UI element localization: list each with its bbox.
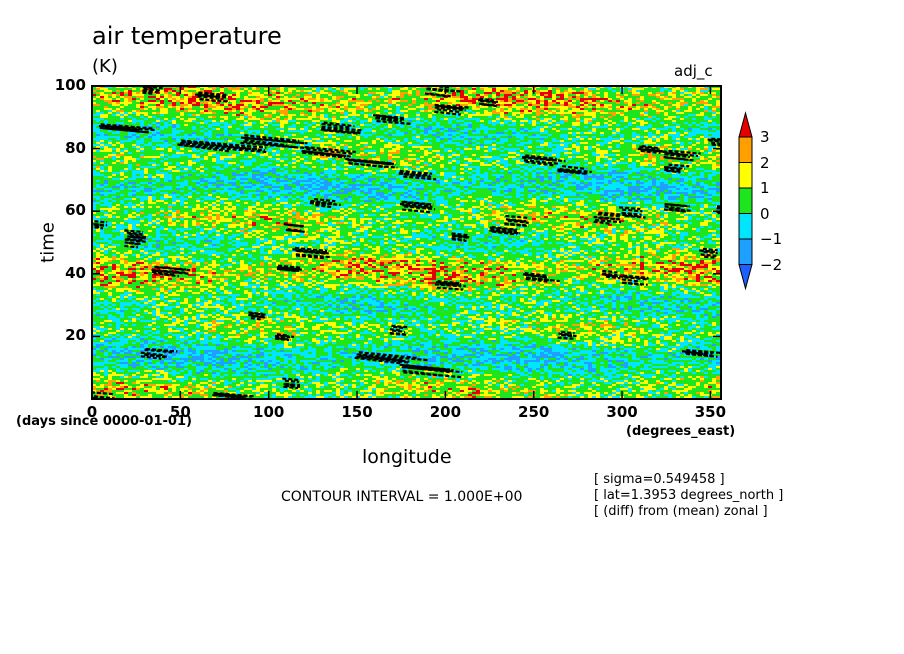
colorbar-segment [739,113,752,137]
cold-feature [195,92,229,101]
colorbar-segment [739,188,752,214]
colorbar-segment [739,239,752,265]
contour-interval: CONTOUR INTERVAL = 1.000E+00 [281,489,522,505]
y-tick-label: 20 [26,326,86,344]
x-tick-label: 150 [327,403,387,421]
y-tick-label: 100 [26,76,86,94]
colorbar-segment [739,163,752,189]
x-axis-label: longitude [362,446,452,468]
colorbar-label: −2 [760,256,782,274]
x-tick-label: 200 [415,403,475,421]
colorbar-label: 0 [760,205,770,223]
colorbar [739,113,752,289]
x-tick-label: 300 [592,403,652,421]
colorbar-label: 1 [760,179,770,197]
y-axis-units: (days since 0000-01-01) [16,414,192,429]
colorbar-label: 3 [760,128,770,146]
meta-diff: [ (diff) from (mean) zonal ] [594,504,768,519]
y-tick-label: 80 [26,139,86,157]
x-tick-label: 250 [504,403,564,421]
colorbar-label: 2 [760,154,770,172]
x-tick-label: 350 [680,403,740,421]
y-axis-label: time [38,213,59,273]
colorbar-segment [739,214,752,240]
x-axis-units: (degrees_east) [626,424,735,439]
colorbar-label: −1 [760,230,782,248]
colorbar-segment [739,137,752,163]
meta-lat: [ lat=1.3953 degrees_north ] [594,488,783,503]
meta-sigma: [ sigma=0.549458 ] [594,472,725,487]
heatmap-field [92,86,725,401]
x-tick-label: 100 [239,403,299,421]
colorbar-segment [739,265,752,289]
